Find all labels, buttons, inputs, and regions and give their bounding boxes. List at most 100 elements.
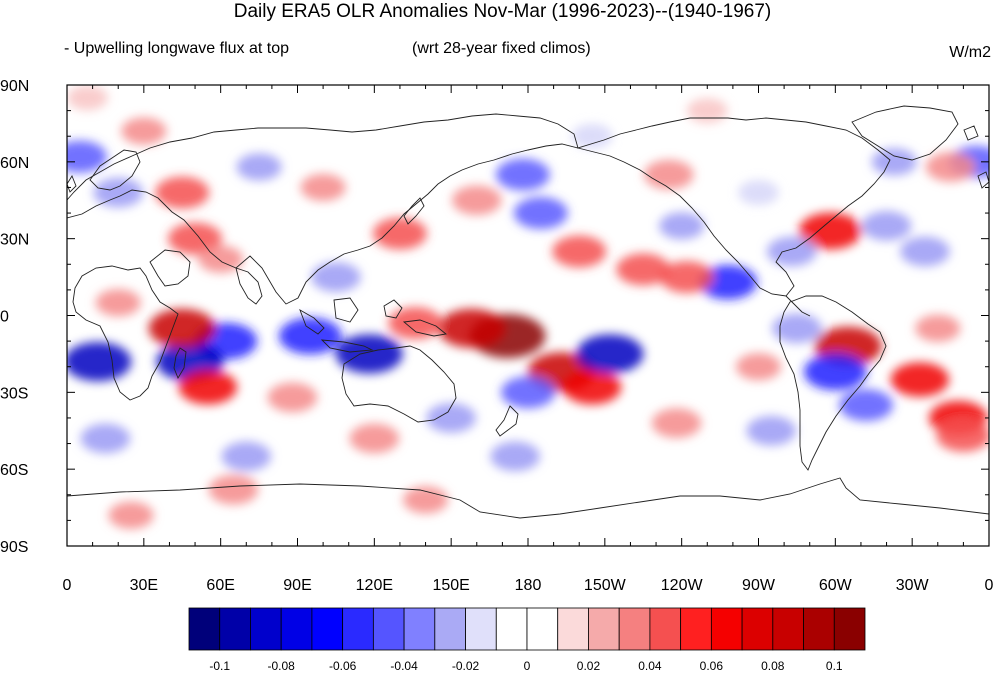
anomaly-blob xyxy=(67,85,108,111)
anomaly-blob xyxy=(735,353,782,381)
colorbar-swatch xyxy=(833,607,866,651)
colorbar-swatch xyxy=(772,607,804,651)
lon-label: 0 xyxy=(63,577,72,594)
anomaly-blob xyxy=(616,253,671,286)
anomaly-blob xyxy=(236,153,282,181)
anomaly-blob xyxy=(644,159,694,190)
anomaly-blob xyxy=(803,353,867,391)
anomaly-blob xyxy=(335,334,403,374)
colorbar-swatch xyxy=(403,607,436,651)
anomaly-blob xyxy=(93,177,144,208)
anomaly-blob xyxy=(426,403,476,433)
colorbar-swatch xyxy=(311,607,344,651)
colorbar-label: 0.02 xyxy=(577,659,601,673)
anomaly-blob xyxy=(168,222,223,255)
anomaly-blob xyxy=(80,423,131,454)
anomaly-blob xyxy=(925,152,976,182)
anomaly-blob xyxy=(300,173,346,202)
lon-label: 120E xyxy=(356,577,393,594)
colorbar-swatch xyxy=(250,607,282,651)
anomaly-blob xyxy=(67,140,107,173)
anomaly-blob xyxy=(178,370,238,405)
anomaly-blob xyxy=(372,217,427,250)
latitude-labels: 90N 60N 30N 0 30S 60S 90S xyxy=(0,78,29,556)
anomaly-blob xyxy=(766,236,817,267)
anomaly-blob xyxy=(900,236,950,267)
colorbar-swatch xyxy=(710,607,743,651)
colorbar-label: 0.1 xyxy=(826,659,843,673)
anomaly-blob xyxy=(95,289,141,317)
colorbar-label: -0.02 xyxy=(452,659,480,673)
anomaly-blob xyxy=(108,501,154,529)
anomaly-blob xyxy=(267,382,318,413)
colorbar-swatch xyxy=(372,607,405,651)
anomaly-blob xyxy=(451,185,502,216)
longitude-labels: 0 30E 60E 90E 120E 150E 180 150W 120W 90W 60W 30W 0 xyxy=(63,577,994,594)
anomaly-blob xyxy=(659,261,714,294)
colorbar-swatch xyxy=(495,607,528,651)
lon-label: 30W xyxy=(896,577,930,594)
colorbar-swatch xyxy=(803,607,835,651)
anomaly-blob xyxy=(121,117,167,145)
anomaly-blob xyxy=(686,98,728,124)
colorbar-label: -0.08 xyxy=(268,659,296,673)
colorbar-swatch xyxy=(741,607,774,651)
colorbar-label: 0 xyxy=(524,659,531,673)
colorbar-label: -0.04 xyxy=(390,659,418,673)
anomaly-blob xyxy=(915,314,961,342)
colorbar-swatch xyxy=(219,607,251,651)
anomaly-blob xyxy=(552,235,607,268)
lat-label: 90S xyxy=(0,539,28,556)
lon-label: 90W xyxy=(742,577,776,594)
lon-label: 150E xyxy=(432,577,469,594)
anomaly-blob xyxy=(155,176,210,209)
colorbar-swatch xyxy=(680,607,712,651)
anomaly-blob xyxy=(871,148,917,176)
anomaly-blob xyxy=(208,474,259,505)
anomaly-blob xyxy=(576,334,644,374)
lon-label: 60W xyxy=(819,577,853,594)
anomaly-blob xyxy=(67,342,132,382)
lon-label: 180 xyxy=(515,577,542,594)
colorbar-label: 0.06 xyxy=(700,659,724,673)
anomaly-blob xyxy=(571,123,613,149)
anomaly-blob xyxy=(738,180,779,205)
anomaly-blob xyxy=(438,308,506,348)
lon-label: 120W xyxy=(661,577,704,594)
colorbar-swatch xyxy=(342,607,374,651)
anomaly-blob xyxy=(861,211,912,241)
lat-label: 30S xyxy=(0,385,28,402)
anomaly-blob xyxy=(562,370,622,405)
lon-label: 150W xyxy=(584,577,627,594)
anomaly-blob xyxy=(513,197,568,230)
lat-label: 60N xyxy=(0,155,29,172)
lon-label: 60E xyxy=(206,577,234,594)
anomaly-blob xyxy=(148,308,216,348)
anomaly-blob xyxy=(651,408,702,438)
colorbar-swatch xyxy=(188,607,221,651)
anomaly-blob xyxy=(659,212,705,240)
anomaly-blob xyxy=(839,389,894,422)
anomaly-blob xyxy=(698,265,757,300)
colorbar-label: 0.04 xyxy=(638,659,662,673)
colorbar-label: 0.08 xyxy=(761,659,785,673)
anomaly-blob xyxy=(278,317,342,355)
anomaly-blob xyxy=(388,307,443,340)
colorbar: -0.1 -0.08 -0.06 -0.04 -0.02 0 0.02 0.04 0.06 0.0… xyxy=(188,607,866,673)
lat-label: 90N xyxy=(0,78,29,95)
colorbar-swatch xyxy=(526,607,559,651)
map-title: Daily ERA5 OLR Anomalies Nov-Mar (1996-2… xyxy=(233,1,772,22)
colorbar-label: -0.1 xyxy=(209,659,230,673)
colorbar-swatch xyxy=(465,607,497,651)
colorbar-swatch xyxy=(280,607,313,651)
anomaly-blob xyxy=(746,415,797,446)
anomaly-blob xyxy=(311,262,361,292)
colorbar-swatch xyxy=(618,607,651,651)
anomaly-blob xyxy=(772,313,822,344)
lon-label: 90E xyxy=(283,577,311,594)
climatology-note: (wrt 28-year fixed climos) xyxy=(412,40,591,57)
anomaly-blob xyxy=(495,158,550,191)
anomaly-blob xyxy=(798,212,862,250)
colorbar-label: -0.06 xyxy=(329,659,357,673)
